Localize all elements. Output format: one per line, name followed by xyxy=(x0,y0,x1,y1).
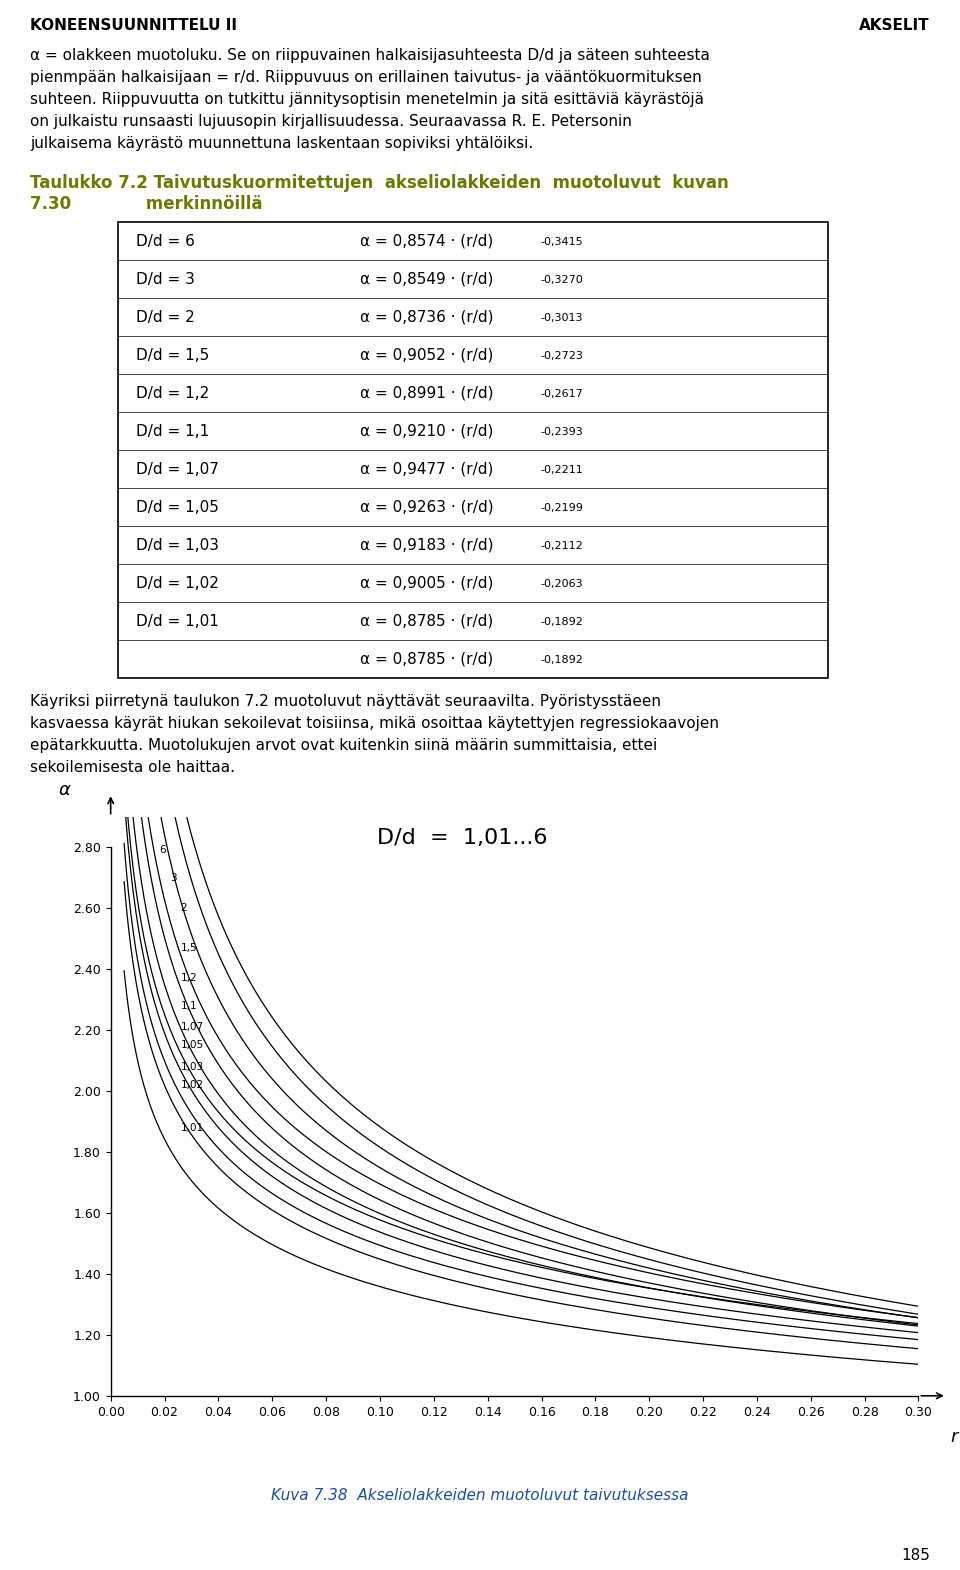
Text: KONEENSUUNNITTELU II: KONEENSUUNNITTELU II xyxy=(30,17,237,33)
Bar xyxy=(118,221,828,678)
Text: α = olakkeen muotoluku. Se on riippuvainen halkaisijasuhteesta D/d ja säteen suh: α = olakkeen muotoluku. Se on riippuvain… xyxy=(30,49,709,63)
Text: Käyriksi piirretynä taulukon 7.2 muotoluvut näyttävät seuraavilta. Pyöristysstäe: Käyriksi piirretynä taulukon 7.2 muotolu… xyxy=(30,694,661,710)
Text: 6: 6 xyxy=(159,845,166,856)
Text: 1,03: 1,03 xyxy=(180,1061,204,1072)
Text: D/d = 3: D/d = 3 xyxy=(136,272,195,287)
Text: 1,2: 1,2 xyxy=(180,973,198,983)
Text: D/d = 6: D/d = 6 xyxy=(136,234,195,250)
Text: 1,02: 1,02 xyxy=(180,1080,204,1090)
Text: on julkaistu runsaasti lujuusopin kirjallisuudessa. Seuraavassa R. E. Petersonin: on julkaistu runsaasti lujuusopin kirjal… xyxy=(30,115,632,129)
Text: α = 0,9263 · (r/d): α = 0,9263 · (r/d) xyxy=(360,499,493,515)
Text: r / d: r / d xyxy=(950,1427,960,1446)
Text: 2: 2 xyxy=(180,903,187,914)
Text: α = 0,8991 · (r/d): α = 0,8991 · (r/d) xyxy=(360,386,493,400)
Text: -0,2211: -0,2211 xyxy=(540,465,583,476)
Text: kasvaessa käyrät hiukan sekoilevat toisiinsa, mikä osoittaa käytettyjen regressi: kasvaessa käyrät hiukan sekoilevat toisi… xyxy=(30,716,719,732)
Text: D/d = 1,5: D/d = 1,5 xyxy=(136,349,209,363)
Text: D/d = 1,1: D/d = 1,1 xyxy=(136,424,209,440)
Text: α = 0,8785 · (r/d): α = 0,8785 · (r/d) xyxy=(360,614,493,630)
Text: D/d = 2: D/d = 2 xyxy=(136,309,195,325)
Text: 1,05: 1,05 xyxy=(180,1041,204,1050)
Text: α = 0,8549 · (r/d): α = 0,8549 · (r/d) xyxy=(360,272,493,287)
Text: 3: 3 xyxy=(170,873,177,882)
Text: -0,2393: -0,2393 xyxy=(540,427,583,436)
Text: D/d = 1,05: D/d = 1,05 xyxy=(136,499,219,515)
Text: -0,2112: -0,2112 xyxy=(540,542,583,551)
Text: Kuva 7.38  Akseliolakkeiden muotoluvut taivutuksessa: Kuva 7.38 Akseliolakkeiden muotoluvut ta… xyxy=(272,1488,688,1502)
Text: α = 0,9052 · (r/d): α = 0,9052 · (r/d) xyxy=(360,349,493,363)
Text: epätarkkuutta. Muotolukujen arvot ovat kuitenkin siinä määrin summittaisia, ette: epätarkkuutta. Muotolukujen arvot ovat k… xyxy=(30,738,658,754)
Text: α = 0,9005 · (r/d): α = 0,9005 · (r/d) xyxy=(360,576,493,590)
Text: α = 0,9210 · (r/d): α = 0,9210 · (r/d) xyxy=(360,424,493,440)
Text: D/d = 1,03: D/d = 1,03 xyxy=(136,539,219,553)
Text: 185: 185 xyxy=(901,1548,930,1564)
Text: Taulukko 7.2 Taivutuskuormitettujen  akseliolakkeiden  muotoluvut  kuvan: Taulukko 7.2 Taivutuskuormitettujen akse… xyxy=(30,174,729,192)
Text: α = 0,8574 · (r/d): α = 0,8574 · (r/d) xyxy=(360,234,493,250)
Text: 1,07: 1,07 xyxy=(180,1022,204,1031)
Text: suhteen. Riippuvuutta on tutkittu jännitysoptisin menetelmin ja sitä esittäviä k: suhteen. Riippuvuutta on tutkittu jännit… xyxy=(30,93,704,107)
Text: -0,3013: -0,3013 xyxy=(540,312,583,323)
Text: 7.30             merkinnöillä: 7.30 merkinnöillä xyxy=(30,195,262,214)
Text: D/d = 1,07: D/d = 1,07 xyxy=(136,462,219,477)
Text: -0,2063: -0,2063 xyxy=(540,579,583,589)
Text: pienmpään halkaisijaan = r/d. Riippuvuus on erillainen taivutus- ja vääntökuormi: pienmpään halkaisijaan = r/d. Riippuvuus… xyxy=(30,71,702,85)
Text: α: α xyxy=(59,782,70,799)
Text: -0,2723: -0,2723 xyxy=(540,352,583,361)
Text: -0,1892: -0,1892 xyxy=(540,617,583,626)
Text: -0,3270: -0,3270 xyxy=(540,275,583,286)
Text: -0,1892: -0,1892 xyxy=(540,655,583,666)
Text: 1,5: 1,5 xyxy=(180,942,198,953)
Text: -0,2617: -0,2617 xyxy=(540,389,583,399)
Text: α = 0,9477 · (r/d): α = 0,9477 · (r/d) xyxy=(360,462,493,477)
Text: D/d = 1,2: D/d = 1,2 xyxy=(136,386,209,400)
Text: D/d = 1,01: D/d = 1,01 xyxy=(136,614,219,630)
Text: α = 0,9183 · (r/d): α = 0,9183 · (r/d) xyxy=(360,539,493,553)
Text: sekoilemisesta ole haittaa.: sekoilemisesta ole haittaa. xyxy=(30,760,235,776)
Text: julkaisema käyrästö muunnettuna laskentaan sopiviksi yhtälöiksi.: julkaisema käyrästö muunnettuna laskenta… xyxy=(30,137,533,151)
Text: α = 0,8736 · (r/d): α = 0,8736 · (r/d) xyxy=(360,309,493,325)
Text: D/d  =  1,01...6: D/d = 1,01...6 xyxy=(377,827,548,848)
Text: -0,3415: -0,3415 xyxy=(540,237,583,246)
Text: AKSELIT: AKSELIT xyxy=(859,17,930,33)
Text: 1,1: 1,1 xyxy=(180,1000,198,1011)
Text: D/d = 1,02: D/d = 1,02 xyxy=(136,576,219,590)
Text: α = 0,8785 · (r/d): α = 0,8785 · (r/d) xyxy=(360,652,493,667)
Text: 1,01: 1,01 xyxy=(180,1123,204,1132)
Text: -0,2199: -0,2199 xyxy=(540,502,583,513)
